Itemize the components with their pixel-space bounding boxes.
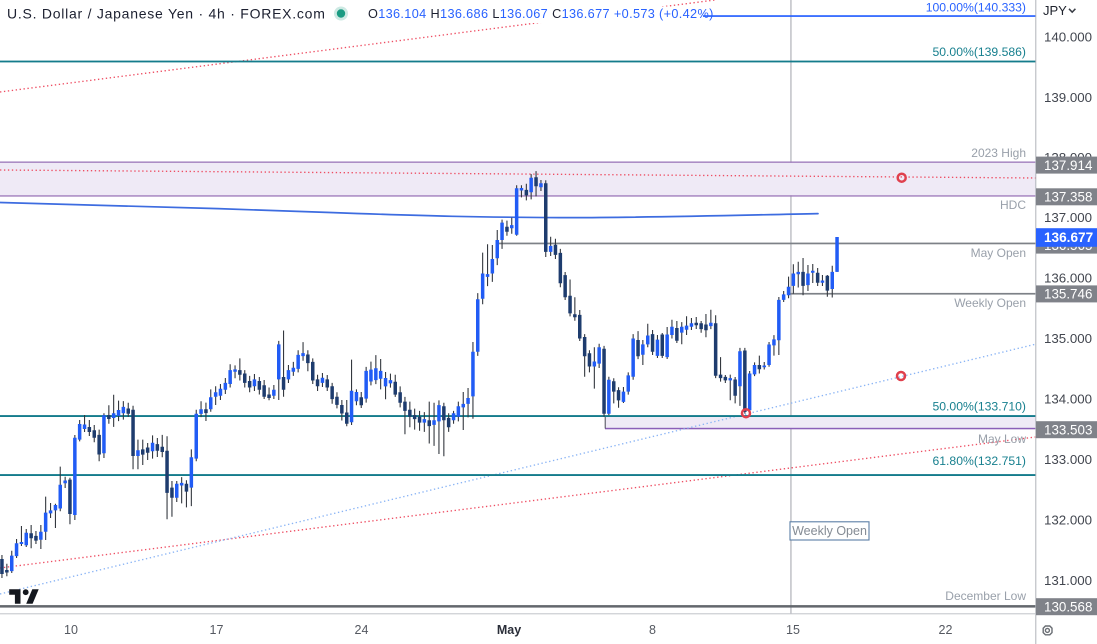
svg-text:8: 8 [649,623,656,637]
svg-text:140.000: 140.000 [1044,30,1092,45]
svg-text:50.00%(133.710): 50.00%(133.710) [932,400,1026,414]
svg-text:131.000: 131.000 [1044,573,1092,588]
svg-text:136.677: 136.677 [1044,230,1093,245]
svg-text:22: 22 [939,623,953,637]
svg-text:15: 15 [786,623,800,637]
svg-text:24: 24 [355,623,369,637]
svg-text:10: 10 [64,623,78,637]
svg-text:Weekly Open: Weekly Open [792,524,867,538]
svg-text:139.000: 139.000 [1044,90,1092,105]
svg-text:130.568: 130.568 [1044,599,1092,614]
svg-text:137.914: 137.914 [1044,158,1093,173]
svg-text:135.000: 135.000 [1044,331,1092,346]
svg-text:132.000: 132.000 [1044,513,1092,528]
svg-text:May: May [497,623,521,637]
svg-text:61.80%(132.751): 61.80%(132.751) [932,454,1026,468]
svg-text:U.S. Dollar / Japanese Yen · 4: U.S. Dollar / Japanese Yen · 4h · FOREX.… [7,6,326,22]
svg-text:May Open: May Open [971,246,1026,260]
svg-text:17: 17 [210,623,224,637]
svg-text:100.00%(140.333): 100.00%(140.333) [926,1,1026,15]
svg-text:May Low: May Low [978,432,1026,446]
svg-text:2023 High: 2023 High [971,146,1026,160]
svg-text:133.000: 133.000 [1044,452,1092,467]
svg-text:134.000: 134.000 [1044,392,1092,407]
svg-text:135.746: 135.746 [1044,287,1092,302]
svg-text:136.000: 136.000 [1044,271,1092,286]
svg-text:50.00%(139.586): 50.00%(139.586) [932,45,1026,59]
svg-text:Weekly Open: Weekly Open [954,296,1026,310]
svg-text:HDC: HDC [1000,198,1026,212]
svg-text:133.503: 133.503 [1044,422,1092,437]
svg-text:JPY: JPY [1043,3,1067,18]
svg-text:137.358: 137.358 [1044,190,1092,205]
svg-text:December Low: December Low [945,589,1026,603]
svg-text:137.000: 137.000 [1044,210,1092,225]
